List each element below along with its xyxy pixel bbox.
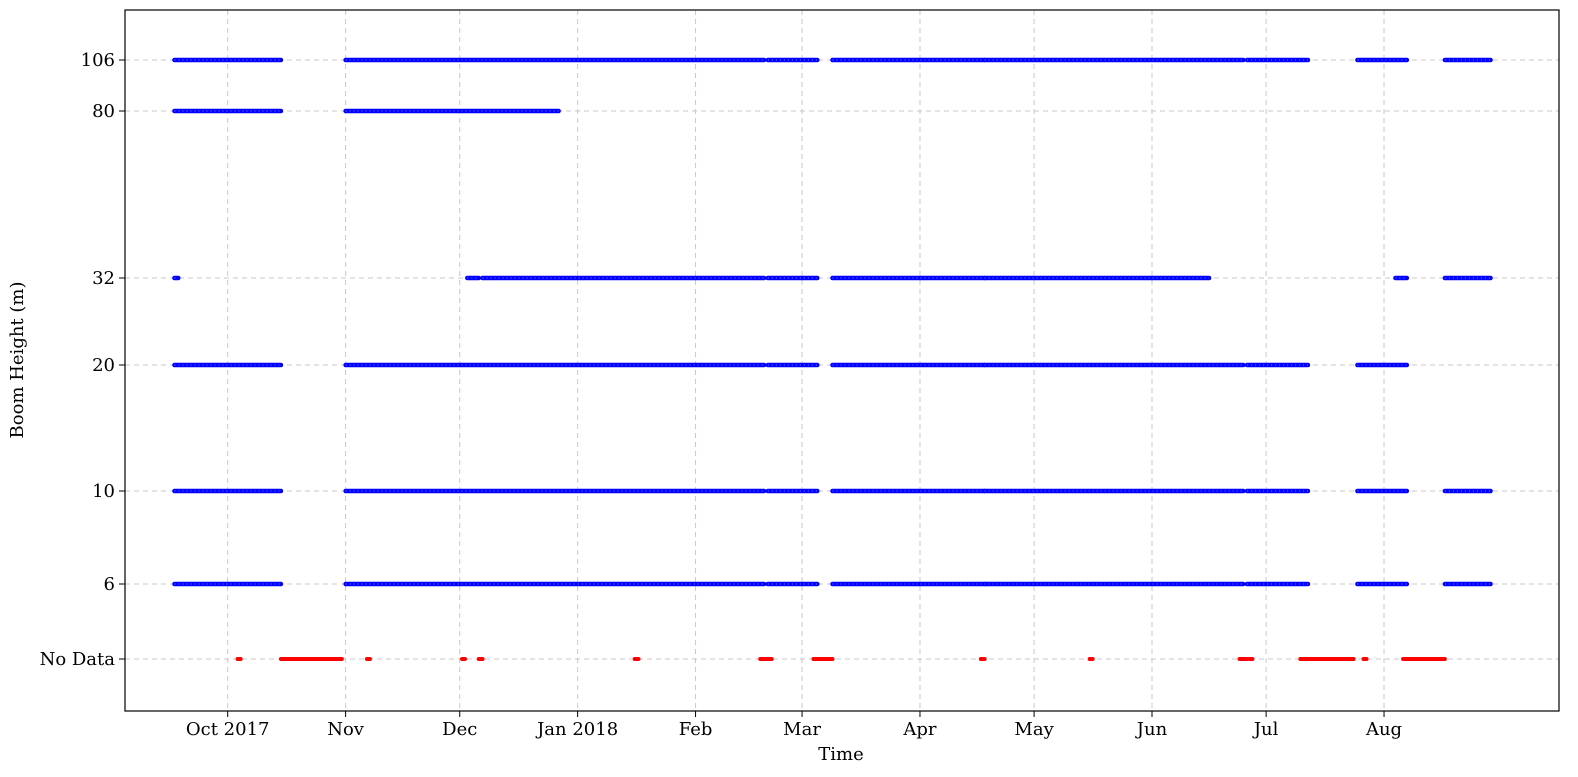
y-tick-label-6: 6 bbox=[104, 574, 115, 595]
y-tick-label-80: 80 bbox=[92, 101, 115, 122]
x-tick-label-oct-2017: Oct 2017 bbox=[186, 719, 270, 740]
x-tick-label-mar: Mar bbox=[783, 719, 821, 740]
x-axis-title: Time bbox=[818, 744, 863, 765]
y-tick-label-20: 20 bbox=[92, 355, 115, 376]
x-tick-label-aug: Aug bbox=[1365, 719, 1402, 740]
x-tick-label-feb: Feb bbox=[679, 719, 713, 740]
y-tick-label-10: 10 bbox=[92, 481, 115, 502]
x-axis-ticks: Oct 2017 Nov Dec Jan 2018 Feb Mar Apr May Jun Jul… bbox=[186, 711, 1402, 740]
data-marks bbox=[172, 57, 1493, 661]
x-tick-label-jun: Jun bbox=[1135, 719, 1168, 740]
x-tick-label-apr: Apr bbox=[902, 719, 937, 740]
y-tick-label-106: 106 bbox=[81, 50, 115, 71]
x-tick-label-jan-2018: Jan 2018 bbox=[535, 719, 618, 740]
x-tick-label-jul: Jul bbox=[1252, 719, 1279, 740]
x-tick-label-nov: Nov bbox=[327, 719, 365, 740]
x-tick-label-may: May bbox=[1014, 719, 1054, 740]
plot-frame bbox=[124, 9, 1560, 712]
x-tick-label-dec: Dec bbox=[442, 719, 477, 740]
y-axis-title: Boom Height (m) bbox=[7, 282, 28, 439]
plot-background bbox=[125, 10, 1559, 711]
y-axis-ticks: No Data 6 10 20 32 80 106 bbox=[40, 50, 125, 670]
y-tick-label-32: 32 bbox=[92, 268, 115, 289]
y-tick-label-no-data: No Data bbox=[40, 649, 116, 670]
